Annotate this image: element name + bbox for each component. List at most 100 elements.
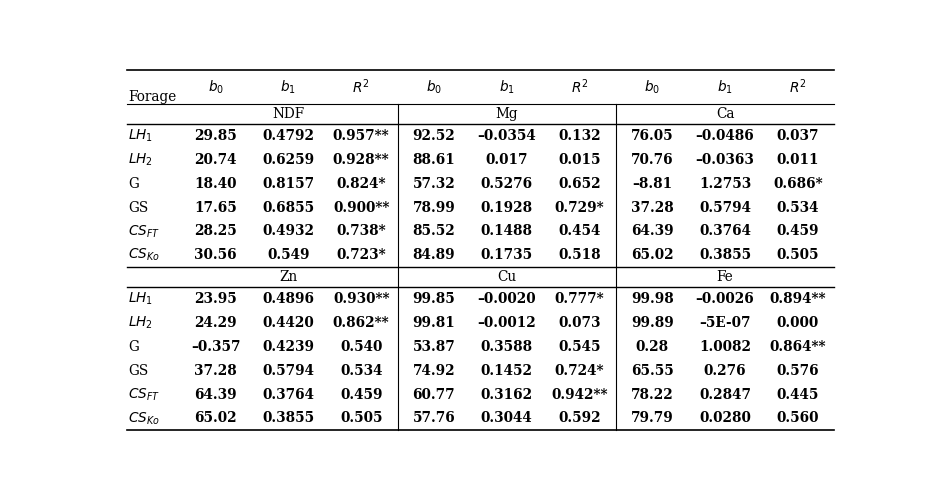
- Text: $b_1$: $b_1$: [717, 78, 733, 96]
- Text: $R^2$: $R^2$: [571, 78, 588, 96]
- Text: 0.0280: 0.0280: [699, 411, 751, 426]
- Text: $R^2$: $R^2$: [353, 78, 370, 96]
- Text: 0.738*: 0.738*: [336, 224, 386, 238]
- Text: 99.98: 99.98: [631, 292, 674, 307]
- Text: 0.545: 0.545: [559, 340, 600, 354]
- Text: 0.3764: 0.3764: [263, 388, 315, 401]
- Text: 0.894**: 0.894**: [770, 292, 826, 307]
- Text: 60.77: 60.77: [412, 388, 455, 401]
- Text: $CS_{Ko}$: $CS_{Ko}$: [128, 247, 160, 263]
- Text: 70.76: 70.76: [631, 153, 674, 167]
- Text: Ca: Ca: [716, 107, 735, 121]
- Text: 0.862**: 0.862**: [332, 316, 389, 330]
- Text: 0.445: 0.445: [776, 388, 819, 401]
- Text: 76.05: 76.05: [631, 129, 674, 143]
- Text: 37.28: 37.28: [631, 201, 674, 215]
- Text: 84.89: 84.89: [412, 248, 455, 262]
- Text: –0.0354: –0.0354: [478, 129, 536, 143]
- Text: 0.957**: 0.957**: [332, 129, 389, 143]
- Text: 0.560: 0.560: [776, 411, 819, 426]
- Text: Zn: Zn: [279, 270, 298, 284]
- Text: 0.3855: 0.3855: [699, 248, 751, 262]
- Text: $CS_{FT}$: $CS_{FT}$: [128, 223, 160, 240]
- Text: $b_1$: $b_1$: [499, 78, 515, 96]
- Text: 65.02: 65.02: [631, 248, 674, 262]
- Text: 0.723*: 0.723*: [336, 248, 386, 262]
- Text: 0.505: 0.505: [340, 411, 383, 426]
- Text: 64.39: 64.39: [195, 388, 236, 401]
- Text: 0.652: 0.652: [559, 177, 600, 191]
- Text: $b_0$: $b_0$: [208, 78, 223, 96]
- Text: 0.686*: 0.686*: [773, 177, 823, 191]
- Text: 23.95: 23.95: [195, 292, 236, 307]
- Text: 0.729*: 0.729*: [555, 201, 604, 215]
- Text: 0.6259: 0.6259: [263, 153, 315, 167]
- Text: $LH_{2}$: $LH_{2}$: [128, 152, 153, 168]
- Text: –0.0012: –0.0012: [478, 316, 536, 330]
- Text: Fe: Fe: [717, 270, 734, 284]
- Text: $LH_{1}$: $LH_{1}$: [128, 291, 153, 308]
- Text: $b_1$: $b_1$: [280, 78, 296, 96]
- Text: 0.549: 0.549: [267, 248, 310, 262]
- Text: $CS_{FT}$: $CS_{FT}$: [128, 386, 160, 403]
- Text: 0.3855: 0.3855: [263, 411, 315, 426]
- Text: GS: GS: [128, 364, 148, 378]
- Text: 0.459: 0.459: [776, 224, 819, 238]
- Text: $CS_{Ko}$: $CS_{Ko}$: [128, 410, 160, 427]
- Text: –8.81: –8.81: [632, 177, 672, 191]
- Text: –0.357: –0.357: [191, 340, 240, 354]
- Text: 17.65: 17.65: [195, 201, 236, 215]
- Text: 0.4420: 0.4420: [263, 316, 315, 330]
- Text: 1.2753: 1.2753: [699, 177, 751, 191]
- Text: 92.52: 92.52: [412, 129, 455, 143]
- Text: G: G: [128, 177, 139, 191]
- Text: 0.28: 0.28: [636, 340, 668, 354]
- Text: –0.0026: –0.0026: [695, 292, 754, 307]
- Text: 0.534: 0.534: [340, 364, 383, 378]
- Text: 0.454: 0.454: [559, 224, 600, 238]
- Text: 0.3162: 0.3162: [480, 388, 533, 401]
- Text: 0.5276: 0.5276: [480, 177, 533, 191]
- Text: $b_0$: $b_0$: [644, 78, 660, 96]
- Text: 0.505: 0.505: [776, 248, 819, 262]
- Text: 78.22: 78.22: [631, 388, 674, 401]
- Text: 0.4239: 0.4239: [263, 340, 315, 354]
- Text: 0.724*: 0.724*: [555, 364, 604, 378]
- Text: 0.540: 0.540: [340, 340, 383, 354]
- Text: 0.930**: 0.930**: [333, 292, 389, 307]
- Text: 88.61: 88.61: [412, 153, 455, 167]
- Text: 0.017: 0.017: [485, 153, 528, 167]
- Text: 0.864**: 0.864**: [770, 340, 826, 354]
- Text: 0.777*: 0.777*: [555, 292, 604, 307]
- Text: 99.81: 99.81: [412, 316, 455, 330]
- Text: 0.000: 0.000: [776, 316, 819, 330]
- Text: 0.4792: 0.4792: [263, 129, 315, 143]
- Text: 65.02: 65.02: [195, 411, 236, 426]
- Text: 0.1488: 0.1488: [480, 224, 533, 238]
- Text: 29.85: 29.85: [195, 129, 236, 143]
- Text: 0.928**: 0.928**: [332, 153, 389, 167]
- Text: 0.276: 0.276: [704, 364, 747, 378]
- Text: GS: GS: [128, 201, 148, 215]
- Text: 57.76: 57.76: [412, 411, 455, 426]
- Text: 65.55: 65.55: [631, 364, 674, 378]
- Text: 78.99: 78.99: [412, 201, 455, 215]
- Text: 0.5794: 0.5794: [263, 364, 315, 378]
- Text: 30.56: 30.56: [195, 248, 236, 262]
- Text: 74.92: 74.92: [412, 364, 455, 378]
- Text: 18.40: 18.40: [195, 177, 236, 191]
- Text: 0.015: 0.015: [559, 153, 600, 167]
- Text: $b_0$: $b_0$: [425, 78, 442, 96]
- Text: 20.74: 20.74: [195, 153, 236, 167]
- Text: 0.942**: 0.942**: [551, 388, 608, 401]
- Text: 0.518: 0.518: [559, 248, 600, 262]
- Text: –0.0020: –0.0020: [478, 292, 536, 307]
- Text: Cu: Cu: [497, 270, 517, 284]
- Text: 0.073: 0.073: [559, 316, 600, 330]
- Text: 57.32: 57.32: [412, 177, 455, 191]
- Text: 0.824*: 0.824*: [336, 177, 385, 191]
- Text: Mg: Mg: [495, 107, 518, 121]
- Text: 0.6855: 0.6855: [263, 201, 315, 215]
- Text: 0.4932: 0.4932: [263, 224, 315, 238]
- Text: –5E-07: –5E-07: [699, 316, 751, 330]
